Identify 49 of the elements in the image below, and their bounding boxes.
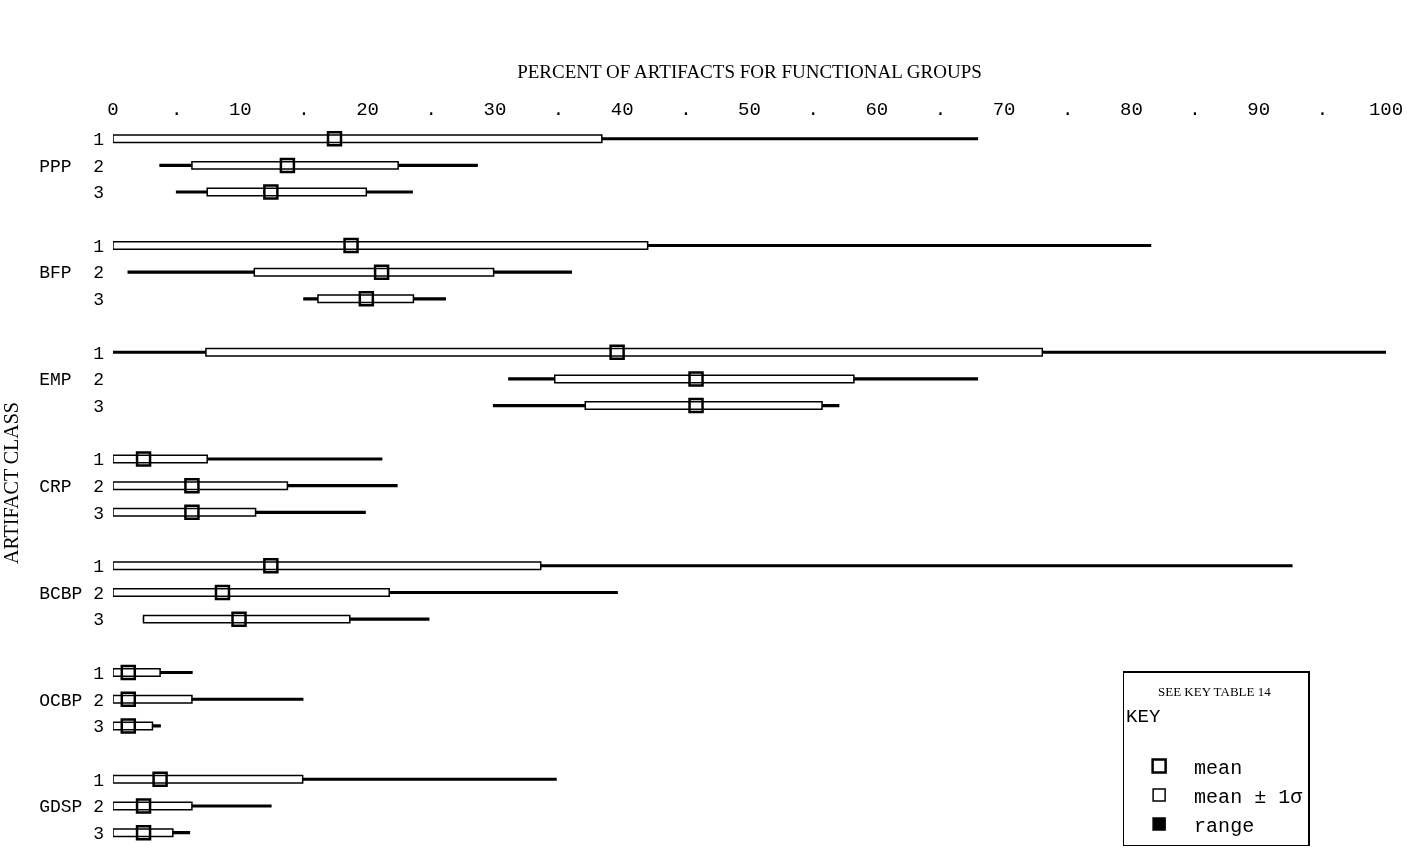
y-tick-label: 3 (93, 183, 104, 204)
x-tick-label: . (807, 99, 819, 122)
y-tick-label: 1 (93, 236, 104, 257)
x-tick-label: . (170, 99, 183, 122)
x-tick-label: . (552, 99, 565, 122)
y-tick-label: 3 (93, 823, 104, 844)
x-tick-label: . (425, 99, 437, 122)
legend-label: mean ± 1σ (1194, 785, 1303, 809)
y-tick-label: 3 (93, 290, 104, 311)
x-tick-label: . (1316, 99, 1329, 122)
x-tick-label: . (1189, 99, 1201, 122)
x-tick-label: . (298, 99, 310, 122)
x-tick-label: 10 (228, 99, 252, 122)
x-tick-label: 100 (1368, 99, 1404, 122)
y-tick-label: 3 (93, 610, 104, 631)
legend-label: range (1194, 814, 1255, 838)
legend-label: mean (1194, 756, 1243, 780)
x-tick-label: 40 (610, 99, 634, 122)
y-tick-label: 1 (93, 770, 104, 791)
x-tick-label: 0 (107, 99, 119, 122)
annotation: SEE KEY TABLE 14 (1158, 684, 1272, 699)
y-tick-label: 3 (93, 396, 104, 417)
x-tick-label: 90 (1247, 99, 1271, 122)
y-tick-label: 3 (93, 503, 104, 524)
x-tick-label: 50 (738, 99, 761, 122)
y-axis-title: ARTIFACT CLASS (0, 402, 22, 564)
y-tick-label: BCBP 2 (39, 583, 104, 604)
y-tick-label: EMP 2 (39, 370, 104, 391)
y-tick-label: 1 (93, 129, 104, 150)
x-tick-label: . (934, 99, 947, 122)
x-tick-label: 80 (1119, 99, 1143, 122)
y-tick-label: GDSP 2 (39, 797, 104, 818)
x-tick-label: 60 (865, 99, 889, 122)
x-tick-label: . (680, 99, 692, 122)
y-tick-label: PPP 2 (39, 156, 104, 177)
x-tick-label: 30 (483, 99, 507, 122)
x-tick-label: 20 (356, 99, 380, 122)
legend-title: KEY (1126, 705, 1161, 728)
y-tick-label: OCBP 2 (39, 690, 104, 711)
y-tick-label: 1 (93, 663, 104, 684)
x-tick-label: 70 (992, 99, 1016, 122)
y-tick-label: 1 (93, 343, 104, 364)
x-tick-label: . (1062, 99, 1074, 122)
x-axis-title: PERCENT OF ARTIFACTS FOR FUNCTIONAL GROUPS (517, 61, 982, 83)
y-tick-label: 1 (93, 450, 104, 471)
y-tick-label: 1 (93, 557, 104, 578)
y-tick-label: CRP 2 (39, 476, 104, 497)
y-tick-label: BFP 2 (39, 263, 104, 284)
y-tick-label: 3 (93, 717, 104, 738)
